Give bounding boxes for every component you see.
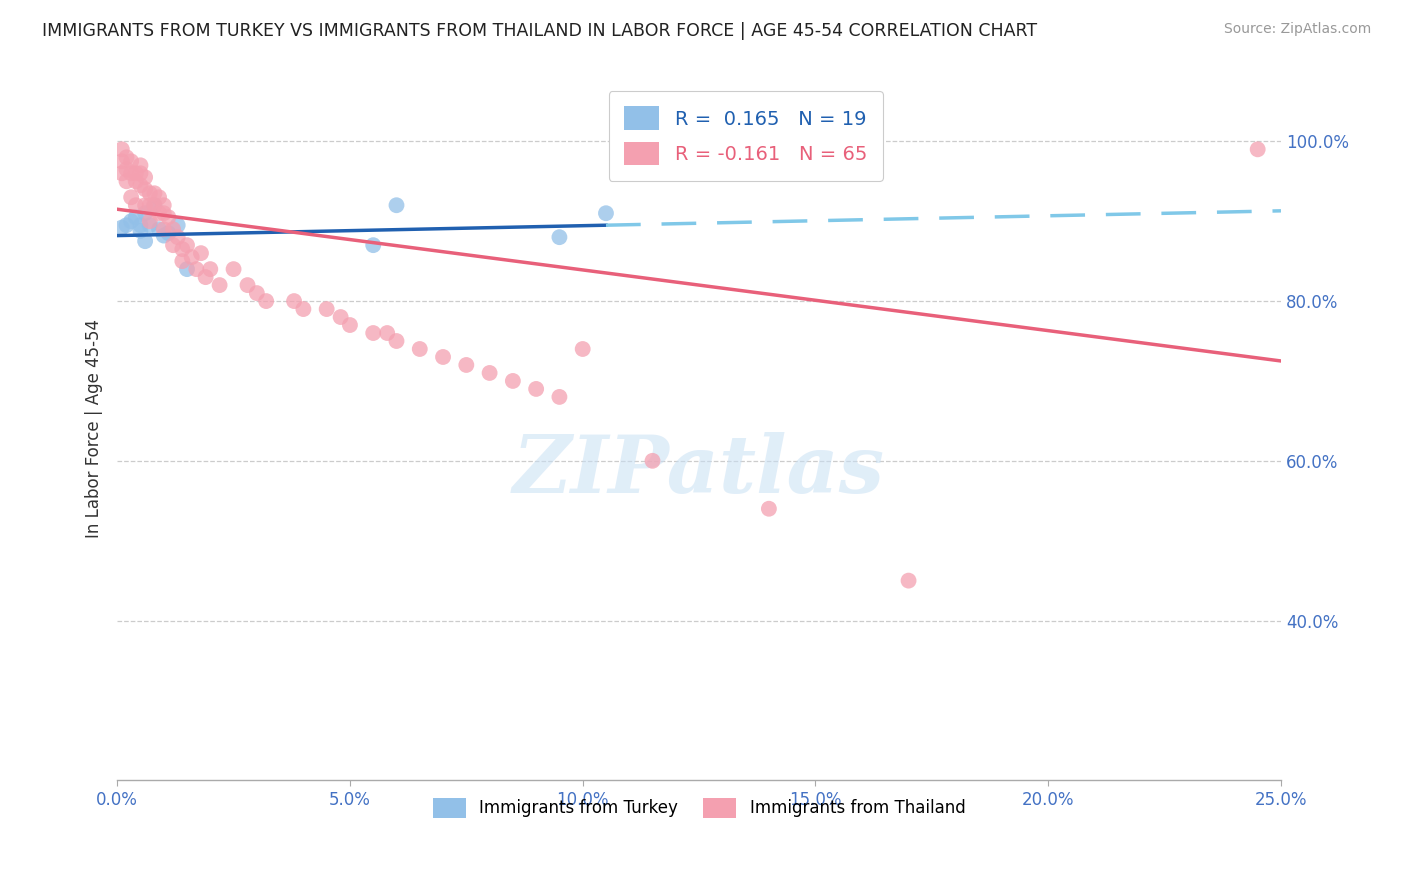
Point bbox=[409, 342, 432, 356]
Point bbox=[172, 254, 194, 268]
Point bbox=[152, 228, 174, 243]
Point bbox=[176, 238, 198, 252]
Point bbox=[111, 220, 134, 235]
Point bbox=[548, 390, 571, 404]
Point bbox=[162, 238, 184, 252]
Point bbox=[134, 198, 156, 212]
Point bbox=[139, 198, 162, 212]
Point bbox=[186, 262, 208, 277]
Point bbox=[139, 186, 162, 201]
Point bbox=[172, 242, 194, 256]
Point bbox=[143, 186, 166, 201]
Point bbox=[115, 218, 138, 232]
Text: IMMIGRANTS FROM TURKEY VS IMMIGRANTS FROM THAILAND IN LABOR FORCE | AGE 45-54 CO: IMMIGRANTS FROM TURKEY VS IMMIGRANTS FRO… bbox=[42, 22, 1038, 40]
Point bbox=[157, 226, 180, 240]
Point bbox=[125, 166, 148, 180]
Point bbox=[254, 294, 277, 309]
Point bbox=[1247, 142, 1270, 156]
Point bbox=[180, 250, 202, 264]
Point bbox=[115, 162, 138, 177]
Point bbox=[143, 198, 166, 212]
Point bbox=[129, 158, 152, 172]
Point bbox=[139, 218, 162, 232]
Point bbox=[361, 238, 384, 252]
Point bbox=[129, 178, 152, 193]
Point bbox=[162, 222, 184, 236]
Point bbox=[134, 234, 156, 248]
Text: Source: ZipAtlas.com: Source: ZipAtlas.com bbox=[1223, 22, 1371, 37]
Point bbox=[111, 154, 134, 169]
Point bbox=[115, 174, 138, 188]
Point bbox=[758, 501, 780, 516]
Point bbox=[152, 206, 174, 220]
Point bbox=[200, 262, 222, 277]
Point bbox=[194, 270, 217, 285]
Point bbox=[329, 310, 352, 324]
Point bbox=[456, 358, 478, 372]
Point bbox=[315, 301, 337, 316]
Point bbox=[236, 278, 259, 293]
Point bbox=[148, 190, 170, 204]
Point bbox=[222, 262, 245, 277]
Point bbox=[148, 222, 170, 236]
Point bbox=[111, 142, 134, 156]
Point bbox=[120, 166, 142, 180]
Point bbox=[120, 190, 142, 204]
Point bbox=[548, 230, 571, 244]
Point bbox=[152, 222, 174, 236]
Point bbox=[176, 262, 198, 277]
Y-axis label: In Labor Force | Age 45-54: In Labor Force | Age 45-54 bbox=[86, 319, 103, 539]
Point bbox=[478, 366, 501, 380]
Point bbox=[139, 214, 162, 228]
Point bbox=[595, 206, 617, 220]
Point bbox=[208, 278, 231, 293]
Point bbox=[190, 246, 212, 260]
Point bbox=[432, 350, 454, 364]
Point bbox=[571, 342, 593, 356]
Point bbox=[129, 224, 152, 238]
Point bbox=[361, 326, 384, 340]
Text: ZIPatlas: ZIPatlas bbox=[513, 433, 886, 510]
Point bbox=[385, 198, 408, 212]
Legend: Immigrants from Turkey, Immigrants from Thailand: Immigrants from Turkey, Immigrants from … bbox=[426, 791, 972, 825]
Point bbox=[148, 206, 170, 220]
Point bbox=[134, 182, 156, 196]
Point bbox=[125, 198, 148, 212]
Point bbox=[129, 218, 152, 232]
Point bbox=[897, 574, 920, 588]
Point bbox=[283, 294, 305, 309]
Point bbox=[339, 318, 361, 332]
Point bbox=[134, 206, 156, 220]
Point bbox=[125, 174, 148, 188]
Point bbox=[125, 211, 148, 225]
Point bbox=[502, 374, 524, 388]
Point bbox=[385, 334, 408, 348]
Point bbox=[129, 166, 152, 180]
Point bbox=[152, 198, 174, 212]
Point bbox=[375, 326, 398, 340]
Point bbox=[115, 150, 138, 164]
Point bbox=[166, 230, 188, 244]
Point bbox=[134, 170, 156, 185]
Point bbox=[111, 166, 134, 180]
Point bbox=[120, 214, 142, 228]
Point bbox=[292, 301, 315, 316]
Point bbox=[166, 218, 188, 232]
Point bbox=[641, 454, 664, 468]
Point bbox=[157, 211, 180, 225]
Point bbox=[524, 382, 547, 396]
Point bbox=[143, 198, 166, 212]
Point bbox=[246, 286, 269, 301]
Point bbox=[120, 154, 142, 169]
